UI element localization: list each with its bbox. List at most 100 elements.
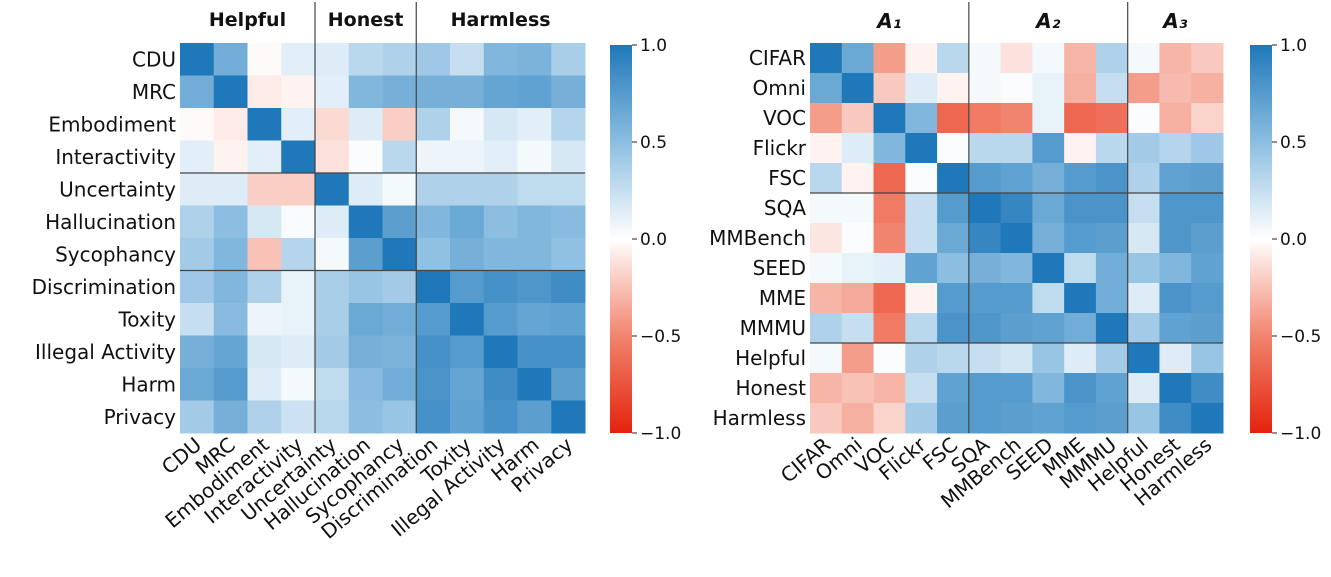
heatmap-cell: [1032, 193, 1065, 224]
heatmap-cell: [1191, 133, 1224, 164]
heatmap-cell: [905, 193, 938, 224]
heatmap-cell: [517, 43, 552, 76]
heatmap-cell: [810, 403, 843, 434]
heatmap-cell: [180, 75, 215, 109]
heatmap-cell: [810, 373, 843, 404]
heatmap-cell: [1064, 43, 1097, 74]
heatmap-cell: [810, 73, 843, 104]
heatmap-cell: [450, 400, 485, 434]
heatmap-cell: [1159, 313, 1192, 344]
heatmap-cell: [873, 223, 906, 254]
heatmap-cell: [905, 283, 938, 314]
heatmap-cell: [180, 335, 215, 369]
heatmap-cell: [450, 335, 485, 369]
heatmap-cell: [1064, 163, 1097, 194]
colorbar-tick-label: 1.0: [640, 36, 667, 56]
heatmap-cell: [247, 270, 282, 304]
heatmap-cell: [315, 140, 350, 174]
heatmap-cell: [1159, 193, 1192, 224]
heatmap-cell: [382, 173, 417, 206]
heatmap-cell: [1000, 223, 1033, 254]
heatmap-cell: [905, 133, 938, 164]
heatmap-cell: [1127, 343, 1160, 374]
heatmap-cell: [483, 205, 518, 239]
colorbar-tick-label: −0.5: [1280, 327, 1321, 347]
heatmap-cell: [1159, 253, 1192, 284]
heatmap-cell: [315, 303, 350, 336]
heatmap-cell: [873, 103, 906, 134]
heatmap-cell: [1159, 403, 1192, 434]
heatmap-cell: [1000, 313, 1033, 344]
heatmap-cell: [348, 173, 383, 206]
heatmap-cell: [281, 140, 316, 174]
heatmap-cell: [1000, 163, 1033, 194]
heatmap-cell: [1191, 253, 1224, 284]
heatmap-cell: [1064, 373, 1097, 404]
heatmap-cell: [213, 75, 248, 109]
heatmap-cell: [1064, 313, 1097, 344]
row-tick-label: Harmless: [713, 406, 806, 430]
heatmap-cell: [483, 140, 518, 174]
heatmap-cell: [416, 43, 451, 76]
heatmap-cell: [348, 108, 383, 141]
heatmap-cell: [281, 75, 316, 109]
heatmap-cell: [180, 238, 215, 271]
heatmap-cell: [281, 270, 316, 304]
heatmap-cell: [810, 163, 843, 194]
heatmap-cell: [416, 270, 451, 304]
heatmap-cell: [315, 400, 350, 434]
heatmap-cell: [483, 173, 518, 206]
heatmap-cell: [517, 205, 552, 239]
row-tick-label: Illegal Activity: [35, 340, 176, 364]
row-tick-label: Discrimination: [32, 275, 176, 299]
heatmap-cell: [1127, 103, 1160, 134]
row-tick-label: Hallucination: [45, 210, 176, 234]
heatmap-cell: [247, 140, 282, 174]
heatmap-cell: [281, 368, 316, 401]
row-tick-label: Privacy: [104, 405, 177, 429]
heatmap-cell: [968, 193, 1002, 224]
heatmap-cell: [315, 270, 350, 304]
heatmap-cell: [1095, 253, 1129, 284]
heatmap-cell: [348, 303, 383, 336]
heatmap-cell: [1000, 133, 1033, 164]
heatmap-cell: [1191, 43, 1224, 74]
heatmap-cell: [1032, 133, 1065, 164]
heatmap-cell: [382, 75, 417, 109]
heatmap-cell: [873, 283, 906, 314]
heatmap-cell: [180, 400, 215, 434]
heatmap-cell: [841, 343, 875, 374]
heatmap-cell: [551, 43, 586, 76]
row-tick-label: MMMU: [740, 316, 806, 340]
heatmap-cell: [1000, 193, 1033, 224]
heatmap-cell: [416, 140, 451, 174]
colorbar-tick-label: 1.0: [1280, 36, 1307, 56]
heatmap-cell: [348, 400, 383, 434]
heatmap-cell: [841, 373, 875, 404]
row-tick-label: SQA: [764, 196, 806, 220]
heatmap-cell: [841, 283, 875, 314]
heatmap-cell: [247, 335, 282, 369]
heatmap-cell: [213, 108, 248, 141]
heatmap-cell: [1064, 73, 1097, 104]
heatmap-cell: [1000, 343, 1033, 374]
heatmap-cell: [905, 343, 938, 374]
heatmap-cell: [382, 400, 417, 434]
heatmap-cell: [1095, 43, 1129, 74]
colorbar-tick-label: 0.0: [640, 230, 667, 250]
heatmap-cell: [1191, 163, 1224, 194]
heatmap-cell: [450, 368, 485, 401]
heatmap-cell: [247, 303, 282, 336]
heatmap-cell: [841, 223, 875, 254]
heatmap-cell: [873, 343, 906, 374]
heatmap-cell: [450, 303, 485, 336]
heatmap-cell: [1159, 283, 1192, 314]
heatmap-cell: [180, 205, 215, 239]
heatmap-cell: [348, 43, 383, 76]
row-tick-label: Honest: [735, 376, 806, 400]
heatmap-cell: [450, 75, 485, 109]
heatmap-cell: [1032, 343, 1065, 374]
heatmap-cell: [968, 313, 1002, 344]
heatmap-cell: [517, 238, 552, 271]
heatmap-cell: [450, 270, 485, 304]
